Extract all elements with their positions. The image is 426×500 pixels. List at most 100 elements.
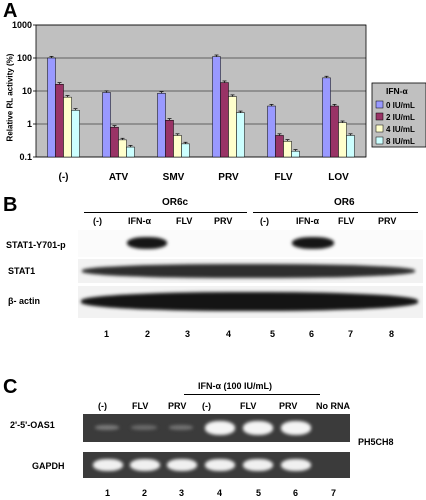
bar [291, 150, 300, 158]
lane-number-c7: 7 [331, 488, 337, 498]
cell-line-label: PH5CH8 [358, 437, 394, 447]
group-line-or6 [253, 212, 418, 213]
bar [118, 139, 127, 158]
bar [102, 92, 111, 158]
legend-swatch [375, 136, 384, 145]
row-label-gapdh: GAPDH [32, 461, 65, 471]
bar [236, 112, 245, 158]
bar [55, 84, 64, 158]
panel-c-letter: C [3, 376, 18, 398]
lane-label-c4: (-) [202, 401, 211, 411]
bar [181, 143, 190, 158]
lane-label-c5: FLV [240, 401, 257, 411]
row-label-stat1: STAT1 [8, 266, 36, 276]
bar [157, 93, 166, 158]
lane-number-b7: 7 [348, 329, 354, 339]
band [93, 459, 123, 471]
legend-title: IFN-α [386, 86, 409, 96]
lane-label-c6: PRV [279, 401, 298, 411]
band [169, 425, 193, 430]
lane-label-b4: PRV [214, 216, 233, 226]
x-tick-label: PRV [218, 172, 239, 183]
bar [275, 135, 284, 158]
blot-beta-actin [78, 286, 423, 318]
legend-label: 2 IU/mL [386, 113, 415, 122]
bar [212, 56, 221, 158]
band [131, 425, 157, 430]
lane-number-c5: 5 [256, 488, 262, 498]
lane-label-b1: (-) [93, 216, 102, 226]
x-tick-label: LOV [328, 172, 349, 183]
lane-number-c2: 2 [142, 488, 148, 498]
legend-label: 4 IU/mL [386, 125, 415, 134]
legend-swatch [375, 124, 384, 133]
gel-oas1 [83, 414, 350, 442]
legend-label: 0 IU/mL [386, 101, 415, 110]
bar [267, 105, 276, 158]
band [281, 421, 311, 435]
row-label-beta-actin: β- actin [8, 296, 40, 306]
lane-label-c3: PRV [168, 401, 187, 411]
group-line-or6c [84, 212, 247, 213]
y-tick-label: 100 [17, 53, 32, 63]
lane-number-b5: 5 [270, 329, 276, 339]
bar [338, 122, 347, 158]
band [127, 237, 167, 249]
lane-label-b2: IFN-α [128, 216, 152, 226]
bar [330, 105, 339, 158]
x-tick-label: FLV [274, 172, 292, 183]
lane-label-b5: (-) [260, 216, 269, 226]
row-label-oas1: 2'-5'-OAS1 [10, 420, 55, 430]
lane-number-c6: 6 [293, 488, 299, 498]
band [167, 459, 197, 471]
lane-number-b8: 8 [389, 329, 395, 339]
row-label-stat1-p: STAT1-Y701-p [6, 240, 66, 250]
lane-number-b1: 1 [104, 329, 110, 339]
bar [228, 96, 237, 158]
blot-stat1-p [78, 230, 423, 257]
band [82, 264, 415, 278]
group-label-or6: OR6 [334, 197, 355, 208]
panel-a-letter: A [3, 0, 18, 22]
bar [165, 119, 174, 158]
lane-number-c1: 1 [105, 488, 111, 498]
bar-chart: 0.1 1 10 100 1000 (-) ATV SMV PRV FLV LOV IFN-α 0 I… [12, 20, 426, 183]
treatment-label: IFN-α (100 IU/mL) [198, 381, 273, 391]
lane-number-b4: 4 [226, 329, 232, 339]
bar [126, 146, 135, 158]
blot-stat1 [78, 259, 423, 283]
bar [63, 96, 72, 158]
treatment-line [184, 394, 320, 395]
lane-label-c1: (-) [98, 401, 107, 411]
legend-label: 8 IU/mL [386, 137, 415, 146]
band [281, 459, 311, 471]
bar [173, 135, 182, 158]
band [243, 459, 273, 471]
y-tick-label: 1000 [12, 20, 32, 30]
x-tick-label: SMV [163, 172, 185, 183]
panel-b-letter: B [3, 194, 18, 216]
legend-swatch [375, 100, 384, 109]
lane-number-c4: 4 [217, 488, 223, 498]
bar [220, 82, 229, 158]
bar [71, 110, 80, 158]
lane-number-b2: 2 [145, 329, 151, 339]
group-label-or6c: OR6c [162, 197, 189, 208]
bar [110, 126, 119, 158]
lane-number-b6: 6 [309, 329, 315, 339]
lane-label-b8: PRV [378, 216, 397, 226]
band [205, 421, 235, 435]
bar [283, 141, 292, 158]
y-tick-label: 0.1 [19, 152, 32, 162]
legend-swatch [375, 112, 384, 121]
band [95, 425, 119, 430]
band [205, 459, 235, 471]
x-tick-label: (-) [59, 172, 69, 183]
band [81, 292, 418, 311]
lane-number-b3: 3 [185, 329, 191, 339]
lane-label-b6: IFN-α [296, 216, 320, 226]
band [130, 459, 160, 471]
y-tick-label: 10 [22, 86, 32, 96]
lane-label-b7: FLV [338, 216, 355, 226]
band [292, 237, 334, 249]
